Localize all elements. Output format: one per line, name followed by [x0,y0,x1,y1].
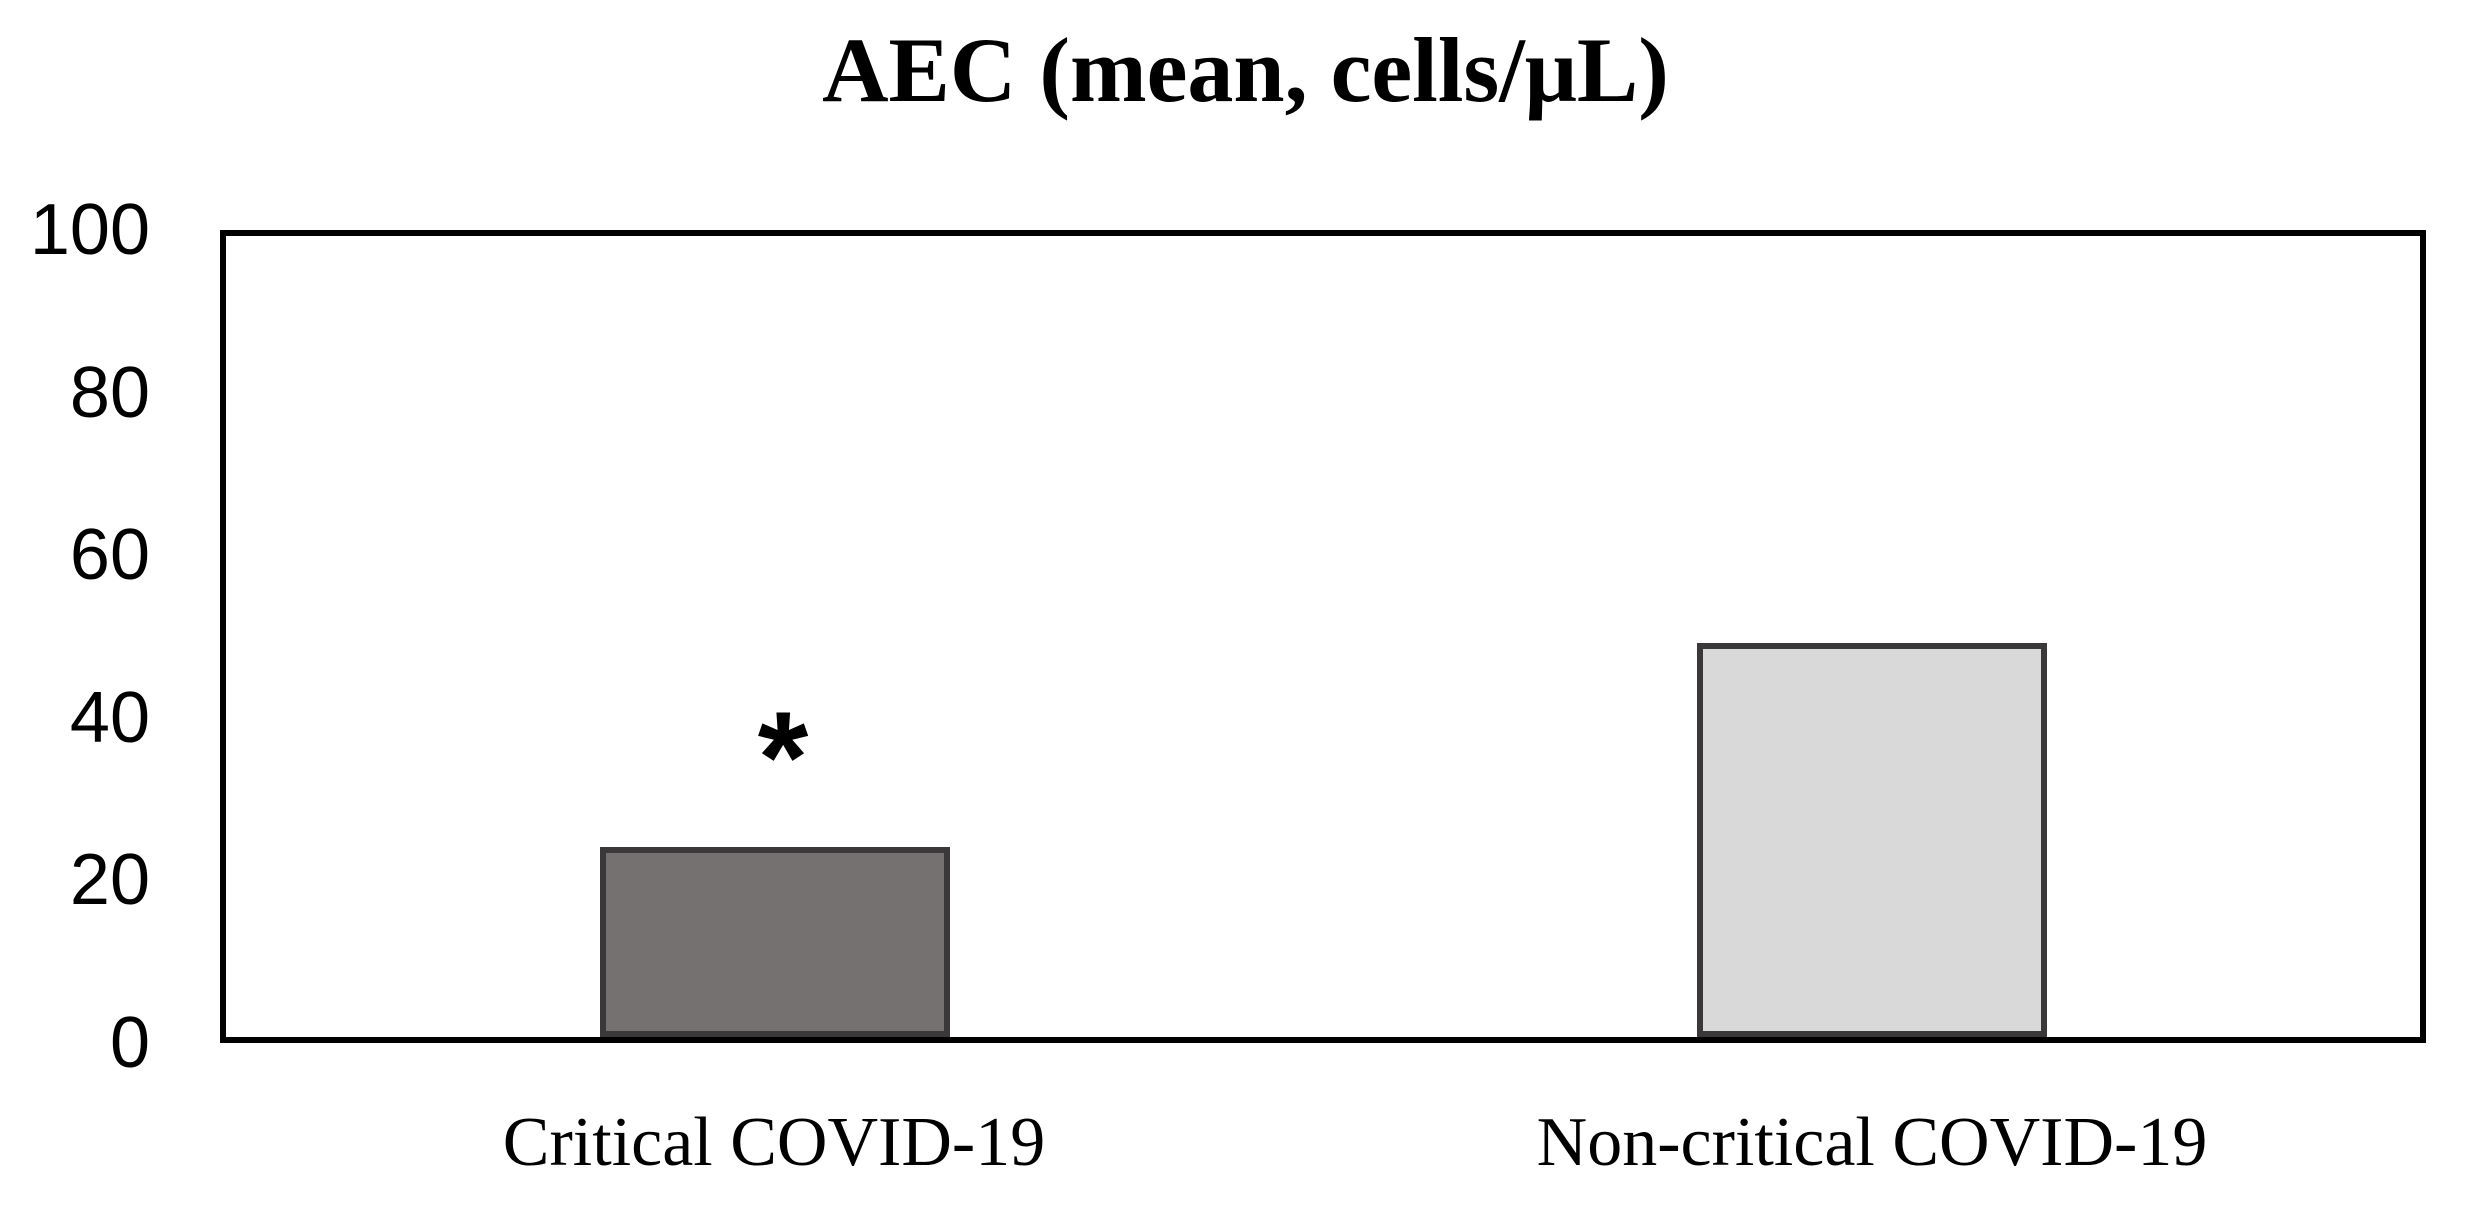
bar-noncritical-covid19 [1696,643,2047,1037]
y-axis-tick-label: 60 [69,515,150,596]
chart-title: AEC (mean, cells/μL) [822,19,1669,121]
y-axis-tick-label: 0 [109,1003,150,1083]
plot-area [220,230,2426,1043]
y-axis-tick-label: 100 [29,190,150,270]
x-axis-label-noncritical-covid19: Non-critical COVID-19 [1536,1104,2208,1181]
x-axis-label-critical-covid19: Critical COVID-19 [502,1104,1046,1181]
significance-asterisk: * [757,684,809,830]
bar-critical-covid19 [599,847,950,1037]
y-axis-tick-label: 20 [69,840,150,921]
y-axis-tick-label: 80 [69,352,150,433]
y-axis-tick-label: 40 [69,677,150,758]
